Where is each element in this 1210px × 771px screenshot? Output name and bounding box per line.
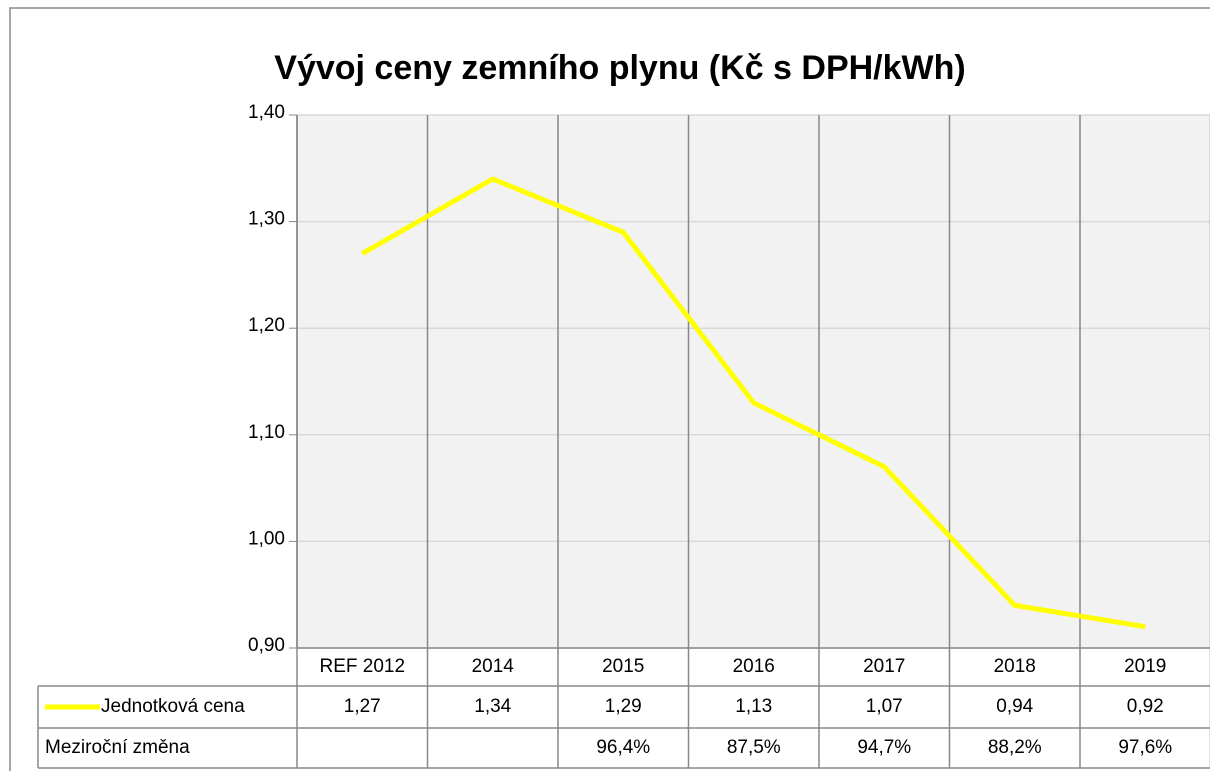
x-tick-label: REF 2012 (319, 656, 405, 677)
table-value: 97,6% (1118, 737, 1172, 758)
table-value: 0,94 (996, 696, 1033, 717)
table-value: 1,29 (605, 696, 642, 717)
table-value: 94,7% (857, 737, 911, 758)
y-tick-label: 0,90 (248, 635, 285, 656)
table-value: 1,27 (344, 696, 381, 717)
x-tick-label: 2017 (863, 656, 905, 677)
x-tick-label: 2019 (1124, 656, 1166, 677)
x-tick-label: 2015 (602, 656, 644, 677)
x-tick-label: 2018 (994, 656, 1036, 677)
y-tick-label: 1,20 (248, 315, 285, 336)
table-value: 1,07 (866, 696, 903, 717)
table-value: 1,13 (735, 696, 772, 717)
y-tick-label: 1,00 (248, 528, 285, 549)
table-value: 1,34 (474, 696, 511, 717)
table-value: 87,5% (727, 737, 781, 758)
x-tick-label: 2014 (472, 656, 515, 677)
y-tick-label: 1,30 (248, 209, 285, 230)
y-tick-label: 1,40 (248, 102, 285, 123)
x-tick-label: 2016 (733, 656, 775, 677)
plot-area (297, 115, 1210, 648)
data-line (361, 176, 1146, 630)
chart-title: Vývoj ceny zemního plynu (Kč s DPH/kWh) (274, 49, 965, 87)
table-value: 88,2% (988, 737, 1042, 758)
row-label: Meziroční změna (45, 737, 190, 758)
table-value: 96,4% (596, 737, 650, 758)
table-value: 0,92 (1127, 696, 1164, 717)
y-tick-label: 1,10 (248, 422, 285, 443)
legend-label: Jednotková cena (101, 696, 245, 717)
